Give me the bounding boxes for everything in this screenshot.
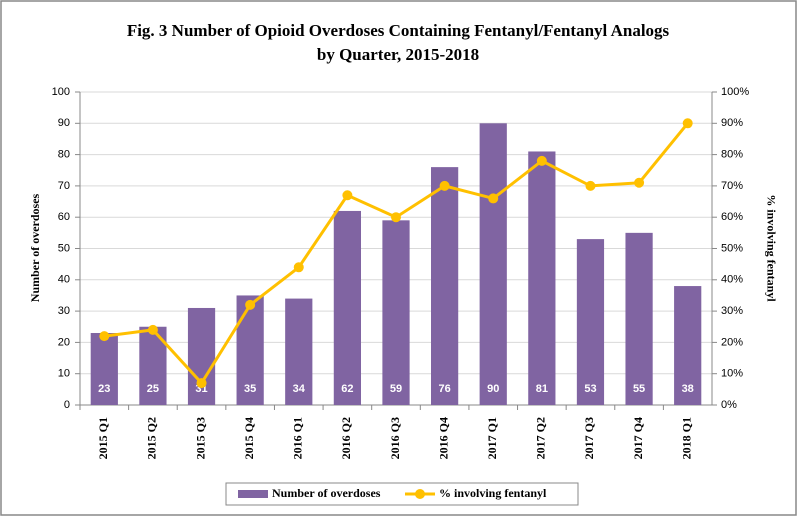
- bar: [576, 239, 605, 405]
- line-marker: [391, 212, 401, 223]
- bar-value-label: 59: [390, 383, 402, 395]
- y-tick-label: 100: [52, 86, 70, 98]
- y-tick-label: 40: [58, 274, 70, 286]
- y-tick-label: 0: [64, 399, 70, 411]
- y2-tick-label: 50%: [721, 242, 743, 254]
- y-tick-label: 30: [58, 305, 70, 317]
- x-tick-label: 2015 Q3: [193, 417, 207, 459]
- y-tick-label: 90: [58, 117, 70, 129]
- x-tick-label: 2015 Q4: [242, 417, 256, 459]
- bar-value-label: 25: [147, 383, 159, 395]
- y2-tick-label: 60%: [721, 211, 743, 223]
- bar: [187, 307, 216, 405]
- bar-value-label: 62: [341, 383, 353, 395]
- bar: [382, 220, 410, 405]
- line-marker: [245, 299, 256, 310]
- y2-tick-label: 100%: [721, 86, 749, 98]
- y-tick-label: 20: [58, 336, 70, 348]
- line-marker: [293, 262, 304, 273]
- bar-value-label: 90: [487, 383, 499, 395]
- x-tick-label: 2017 Q4: [631, 417, 645, 459]
- legend-swatch: [238, 490, 268, 498]
- x-tick-label: 2015 Q2: [145, 417, 159, 459]
- y-tick-label: 10: [58, 368, 70, 380]
- bar: [674, 286, 702, 405]
- legend-label: Number of overdoses: [272, 486, 381, 500]
- y-tick-label: 70: [58, 180, 70, 192]
- y-tick-label: 50: [58, 242, 70, 254]
- x-tick-label: 2016 Q3: [388, 417, 402, 459]
- line-marker: [196, 378, 207, 389]
- line-marker: [585, 180, 596, 191]
- x-tick-label: 2017 Q2: [534, 417, 548, 459]
- line-marker: [488, 193, 499, 204]
- bar-value-label: 55: [633, 383, 645, 395]
- bar: [528, 151, 556, 405]
- bar-value-label: 81: [536, 383, 548, 395]
- y2-tick-label: 80%: [721, 149, 743, 161]
- legend-box: [225, 482, 579, 506]
- y-tick-label: 60: [58, 211, 70, 223]
- y-axis-label: Number of overdoses: [28, 193, 42, 302]
- y2-tick-label: 90%: [721, 117, 743, 129]
- bar-value-label: 35: [244, 383, 256, 395]
- line-marker: [682, 118, 693, 129]
- line-marker: [342, 190, 353, 201]
- x-tick-label: 2016 Q4: [436, 417, 450, 459]
- bar: [285, 298, 313, 405]
- bar: [625, 232, 653, 405]
- bar-value-label: 38: [682, 383, 694, 395]
- x-tick-label: 2016 Q1: [291, 417, 305, 459]
- bar-value-label: 53: [584, 383, 596, 395]
- y2-tick-label: 10%: [721, 368, 743, 380]
- y2-axis-label: % involving fentanyl: [764, 194, 778, 302]
- legend-swatch-marker: [415, 489, 425, 499]
- bar: [431, 167, 459, 405]
- bar-value-label: 34: [293, 383, 306, 395]
- x-tick-label: 2018 Q1: [679, 417, 693, 459]
- line-marker: [536, 155, 547, 166]
- chart-title: Fig. 3 Number of Opioid Overdoses Contai…: [127, 21, 670, 40]
- x-tick-label: 2016 Q2: [339, 417, 353, 459]
- x-tick-label: 2015 Q1: [96, 417, 110, 459]
- bar-value-label: 23: [98, 383, 110, 395]
- y2-tick-label: 30%: [721, 305, 743, 317]
- line-marker: [634, 177, 645, 188]
- y2-tick-label: 40%: [721, 274, 743, 286]
- y-tick-label: 80: [58, 149, 70, 161]
- x-tick-label: 2017 Q3: [582, 417, 596, 459]
- x-tick-label: 2017 Q1: [485, 417, 499, 459]
- bar: [333, 210, 361, 405]
- y2-tick-label: 20%: [721, 336, 743, 348]
- y2-tick-label: 70%: [721, 180, 743, 192]
- legend-label: % involving fentanyl: [439, 486, 547, 500]
- y2-tick-label: 0%: [721, 399, 737, 411]
- bar-value-label: 76: [438, 383, 450, 395]
- bar: [90, 333, 118, 405]
- line-marker: [99, 331, 110, 342]
- bar: [236, 295, 264, 405]
- line-marker: [147, 324, 158, 335]
- bar: [479, 123, 507, 406]
- chart-title: by Quarter, 2015-2018: [317, 45, 479, 64]
- line-marker: [439, 180, 450, 191]
